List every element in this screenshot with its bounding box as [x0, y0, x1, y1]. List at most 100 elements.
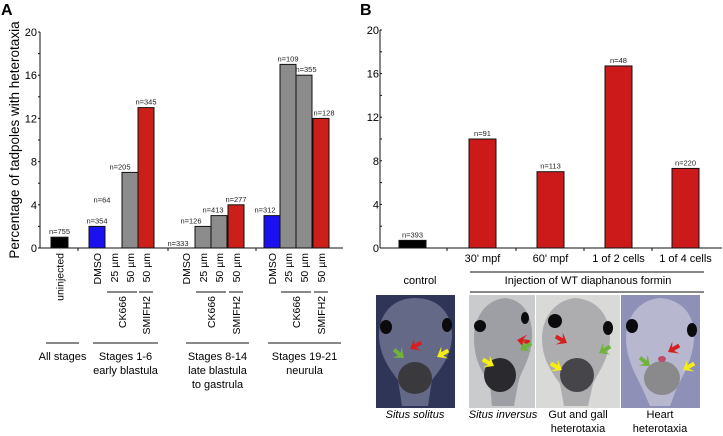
annotation-arrow-icon: [549, 359, 562, 372]
panel-b-n-label: n=91: [474, 129, 491, 138]
panel-a-group-label: to gastrula: [192, 379, 244, 391]
annotation-arrow-icon: [392, 346, 404, 358]
panel-a-group-label: Stages 1-6: [99, 351, 152, 363]
annotation-arrow-icon: [668, 341, 681, 354]
smifh2-label: SMIFH2: [231, 296, 243, 335]
panel-a-x-tick-label: 25 µm: [198, 253, 210, 283]
panel-b-x-tick-label: 1 of 2 cells: [592, 253, 645, 265]
panel-a-x-tick-label: 50 µm: [316, 253, 328, 283]
panel-a-bar: [88, 225, 106, 249]
panel-a-bar: [137, 107, 155, 249]
panel-a-x-tick-label: DMSO: [181, 253, 193, 285]
smifh2-label: SMIFH2: [316, 296, 328, 335]
annotation-arrow-icon: [554, 332, 567, 345]
embryo-image-situs-inversus: [469, 295, 535, 408]
panel-a-n-label: n=345: [135, 98, 156, 107]
panel-a-y-tick-label: 8: [31, 157, 37, 169]
panel-a-group-label: late blastula: [188, 365, 248, 377]
injection-label: Injection of WT diaphanous formin: [505, 275, 672, 287]
panel-a-y-tick-label: 0: [31, 243, 37, 255]
panel-b-y-tick-label: 16: [367, 69, 379, 81]
embryo-images: control Injection of WT diaphanous formi…: [376, 271, 704, 435]
panel-a-bar: [263, 215, 281, 249]
panel-a-n-label: n=755: [49, 227, 70, 236]
panel-a-x-tick-label: 50 µm: [214, 253, 226, 283]
panel-b-n-label: n=48: [610, 56, 627, 65]
annotation-arrow-icon: [638, 354, 650, 366]
panel-a-n-label: n=205: [109, 162, 130, 171]
panel-b-n-label: n=113: [540, 162, 561, 171]
panel-b-n-label: n=220: [675, 158, 696, 167]
image-caption: Gut and gall: [548, 409, 607, 421]
panel-b-bar: [671, 167, 700, 249]
panel-b-bar: [468, 138, 497, 249]
panel-a-n-label: n=128: [313, 108, 334, 117]
annotation-arrow-icon: [520, 339, 533, 352]
panel-a-x-tick-label: DMSO: [92, 253, 104, 285]
panel-a-group-label: Stages 8-14: [188, 351, 247, 363]
image-caption: Situs solitus: [386, 409, 445, 421]
panel-a-group-label: All stages: [39, 351, 87, 363]
panel-a-bar: [210, 215, 228, 249]
panel-a-y-tick-label: 16: [25, 70, 37, 82]
image-caption: Heart: [647, 409, 674, 421]
panel-a-chart: 0 4 8 12 16 20 n=755 uninjected n=354 DMSO n=64 25 …: [25, 27, 343, 391]
annotation-arrow-icon: [481, 355, 494, 368]
panel-a-x-tick-label: DMSO: [267, 253, 279, 285]
panel-a-bar: [312, 117, 330, 249]
panel-a-bar: [194, 225, 212, 249]
embryo-image-heart-heterotaxia: [621, 295, 700, 408]
image-caption: heterotaxia: [633, 423, 688, 435]
annotation-arrow-icon: [683, 359, 696, 372]
panel-b-y-tick-label: 12: [367, 112, 379, 124]
panel-b-y-tick-label: 20: [367, 25, 379, 37]
ck666-label: CK666: [117, 296, 129, 328]
panel-b-letter: B: [360, 2, 372, 19]
panel-a-group-label: neurula: [286, 365, 324, 377]
annotation-arrows: [392, 332, 696, 372]
panel-a-x-tick-label: 50 µm: [125, 253, 137, 283]
panel-a-n-label: n=333: [167, 239, 188, 248]
panel-a-x-tick-label: 50 µm: [299, 253, 311, 283]
panel-a-n-label: n=355: [295, 65, 316, 74]
panel-b-n-label: n=393: [402, 230, 423, 239]
panel-a-bar: [227, 204, 245, 249]
panel-b-bar: [536, 171, 565, 249]
embryo-image-gut-gall-heterotaxia: [536, 295, 620, 408]
panel-a-group-label: early blastula: [93, 365, 159, 377]
panel-b-bar: [398, 239, 427, 249]
panel-b-y-tick-label: 0: [373, 243, 379, 255]
panel-a-group-label: Stages 19-21: [272, 351, 337, 363]
panel-a-x-tick-label: uninjected: [55, 253, 67, 301]
panel-a-x-tick-label: 25 µm: [109, 253, 121, 283]
panel-a-letter: A: [1, 2, 13, 19]
panel-a-n-label: n=126: [180, 216, 201, 225]
panel-a-bar: [279, 63, 297, 249]
annotation-arrow-icon: [599, 342, 612, 355]
panel-a-x-tick-label: 50 µm: [141, 253, 153, 283]
panel-b-bar: [604, 65, 633, 249]
panel-a-n-label: n=354: [86, 216, 107, 225]
panel-a-x-tick-label: 25 µm: [283, 253, 295, 283]
panel-b-chart: 0 4 8 12 16 20 n=393 n=91 30' mpf n=113 60' mpf n=4…: [367, 25, 722, 265]
panel-a-n-label: n=413: [202, 206, 223, 215]
image-caption: Situs inversus: [469, 409, 538, 421]
panel-a-y-tick-label: 4: [31, 200, 37, 212]
panel-a-n-label: n=277: [225, 195, 246, 204]
panel-a-n-label: n=109: [277, 54, 298, 63]
panel-a-n-label: n=312: [254, 206, 275, 215]
panel-a-bar: [50, 236, 69, 249]
panel-a-bar: [121, 171, 139, 249]
panel-a-bar: [295, 74, 313, 249]
annotation-arrow-icon: [410, 338, 423, 351]
smifh2-label: SMIFH2: [141, 296, 153, 335]
panel-a-n-label: n=64: [94, 196, 111, 205]
panel-a-y-axis-title: Percentage of tadpoles with heterotaxia: [7, 21, 22, 259]
ck666-label: CK666: [206, 296, 218, 328]
panel-b-x-tick-label: 30' mpf: [465, 253, 502, 265]
panel-a-x-tick-label: 50 µm: [231, 253, 243, 283]
panel-a-y-tick-label: 20: [25, 27, 37, 39]
ck666-label: CK666: [291, 296, 303, 328]
image-captions: Situs solitus Situs inversus Gut and gall h…: [386, 409, 688, 435]
panel-a-y-tick-label: 12: [25, 113, 37, 125]
